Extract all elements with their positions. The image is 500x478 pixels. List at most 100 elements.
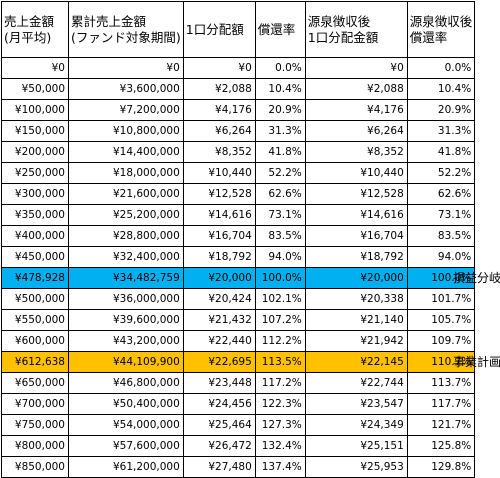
- table-row: ¥850,000 ¥61,200,000 ¥27,480 137.4% ¥25,953 1…: [1, 456, 476, 478]
- header-row: 売上金額 (月平均) 累計売上金額 (ファンド対象期間) 1口分配額 償還率 源泉徴収後 1口…: [1, 1, 476, 58]
- table-row: ¥650,000 ¥46,800,000 ¥23,448 117.2% ¥22,744 1…: [1, 372, 476, 394]
- cell-net-distribution: ¥22,744: [304, 372, 408, 394]
- cell-net-redemption-rate: 73.1%: [406, 204, 476, 226]
- cell-redemption-rate: 20.9%: [254, 99, 306, 121]
- cell-redemption-rate: 62.6%: [254, 183, 306, 205]
- table-row: ¥750,000 ¥54,000,000 ¥25,464 127.3% ¥24,349 1…: [1, 414, 476, 436]
- cell-redemption-rate: 117.2%: [254, 372, 306, 394]
- table-row: ¥50,000 ¥3,600,000 ¥2,088 10.4% ¥2,088 10.4%: [1, 78, 476, 100]
- cell-monthly-sales: ¥850,000: [1, 456, 69, 478]
- cell-monthly-sales: ¥100,000: [1, 99, 69, 121]
- table-row: ¥550,000 ¥39,600,000 ¥21,432 107.2% ¥21,140 1…: [1, 309, 476, 331]
- cell-redemption-rate: 83.5%: [254, 225, 306, 247]
- cell-distribution-per-unit: ¥12,528: [182, 183, 256, 205]
- table-row: ¥200,000 ¥14,400,000 ¥8,352 41.8% ¥8,352 41.8…: [1, 141, 476, 163]
- cell-monthly-sales: ¥150,000: [1, 120, 69, 142]
- cell-monthly-sales: ¥250,000: [1, 162, 69, 184]
- cell-net-distribution: ¥16,704: [304, 225, 408, 247]
- cell-distribution-per-unit: ¥16,704: [182, 225, 256, 247]
- cell-net-redemption-rate: 113.7%: [406, 372, 476, 394]
- cell-redemption-rate: 94.0%: [254, 246, 306, 268]
- cell-distribution-per-unit: ¥20,000: [182, 267, 256, 289]
- cell-net-distribution: ¥4,176: [304, 99, 408, 121]
- cell-distribution-per-unit: ¥14,616: [182, 204, 256, 226]
- cell-monthly-sales: ¥600,000: [1, 330, 69, 352]
- cell-monthly-sales: ¥650,000: [1, 372, 69, 394]
- distribution-table: 売上金額 (月平均) 累計売上金額 (ファンド対象期間) 1口分配額 償還率 源泉徴収後 1口…: [1, 1, 476, 478]
- cell-net-distribution: ¥20,338: [304, 288, 408, 310]
- cell-redemption-rate: 73.1%: [254, 204, 306, 226]
- cell-net-redemption-rate: 109.7%: [406, 330, 476, 352]
- cell-redemption-rate: 10.4%: [254, 78, 306, 100]
- cell-cumulative-sales: ¥57,600,000: [68, 435, 184, 457]
- cell-net-redemption-rate: 62.6%: [406, 183, 476, 205]
- cell-redemption-rate: 137.4%: [254, 456, 306, 478]
- cell-distribution-per-unit: ¥22,695: [182, 351, 256, 373]
- table-row: ¥150,000 ¥10,800,000 ¥6,264 31.3% ¥6,264 31.3…: [1, 120, 476, 142]
- table-row: ¥478,928 ¥34,482,759 ¥20,000 100.0% ¥20,000 1…: [1, 267, 476, 289]
- cell-net-distribution: ¥20,000: [304, 267, 408, 289]
- cell-net-distribution: ¥25,151: [304, 435, 408, 457]
- cell-net-redemption-rate: 94.0%: [406, 246, 476, 268]
- cell-monthly-sales: ¥450,000: [1, 246, 69, 268]
- cell-net-redemption-rate: 83.5%: [406, 225, 476, 247]
- cell-cumulative-sales: ¥61,200,000: [68, 456, 184, 478]
- cell-cumulative-sales: ¥14,400,000: [68, 141, 184, 163]
- cell-net-distribution: ¥12,528: [304, 183, 408, 205]
- cell-distribution-per-unit: ¥10,440: [182, 162, 256, 184]
- cell-net-distribution: ¥21,140: [304, 309, 408, 331]
- cell-cumulative-sales: ¥50,400,000: [68, 393, 184, 415]
- cell-cumulative-sales: ¥43,200,000: [68, 330, 184, 352]
- cell-cumulative-sales: ¥3,600,000: [68, 78, 184, 100]
- cell-cumulative-sales: ¥34,482,759: [68, 267, 184, 289]
- cell-net-distribution: ¥21,942: [304, 330, 408, 352]
- cell-monthly-sales: ¥300,000: [1, 183, 69, 205]
- table-row: ¥400,000 ¥28,800,000 ¥16,704 83.5% ¥16,704 83…: [1, 225, 476, 247]
- cell-net-distribution: ¥8,352: [304, 141, 408, 163]
- cell-cumulative-sales: ¥25,200,000: [68, 204, 184, 226]
- header-distribution-per-unit: 1口分配額: [182, 1, 256, 58]
- header-monthly-sales: 売上金額 (月平均): [1, 1, 69, 58]
- cell-cumulative-sales: ¥36,000,000: [68, 288, 184, 310]
- cell-net-distribution: ¥22,145: [304, 351, 408, 373]
- cell-net-redemption-rate: 125.8%: [406, 435, 476, 457]
- cell-net-redemption-rate: 31.3%: [406, 120, 476, 142]
- cell-distribution-per-unit: ¥25,464: [182, 414, 256, 436]
- cell-distribution-per-unit: ¥22,440: [182, 330, 256, 352]
- cell-distribution-per-unit: ¥23,448: [182, 372, 256, 394]
- break-even-label: 損益分岐: [453, 271, 500, 285]
- cell-net-redemption-rate: 110.7%: [406, 351, 476, 373]
- cell-net-distribution: ¥24,349: [304, 414, 408, 436]
- cell-cumulative-sales: ¥54,000,000: [68, 414, 184, 436]
- cell-redemption-rate: 122.3%: [254, 393, 306, 415]
- cell-redemption-rate: 52.2%: [254, 162, 306, 184]
- cell-cumulative-sales: ¥18,000,000: [68, 162, 184, 184]
- cell-net-redemption-rate: 129.8%: [406, 456, 476, 478]
- cell-cumulative-sales: ¥44,109,900: [68, 351, 184, 373]
- cell-net-redemption-rate: 41.8%: [406, 141, 476, 163]
- cell-cumulative-sales: ¥7,200,000: [68, 99, 184, 121]
- table-row: ¥450,000 ¥32,400,000 ¥18,792 94.0% ¥18,792 94…: [1, 246, 476, 268]
- cell-monthly-sales: ¥550,000: [1, 309, 69, 331]
- header-cumulative-sales: 累計売上金額 (ファンド対象期間): [68, 1, 184, 58]
- cell-net-distribution: ¥6,264: [304, 120, 408, 142]
- cell-cumulative-sales: ¥0: [68, 57, 184, 79]
- table-body: ¥0 ¥0 ¥0 0.0% ¥0 0.0% ¥50,000 ¥3,600,000 ¥2,088 1…: [1, 57, 476, 478]
- cell-net-redemption-rate: 117.7%: [406, 393, 476, 415]
- cell-distribution-per-unit: ¥21,432: [182, 309, 256, 331]
- table-row: ¥250,000 ¥18,000,000 ¥10,440 52.2% ¥10,440 52…: [1, 162, 476, 184]
- cell-net-redemption-rate: 0.0%: [406, 57, 476, 79]
- header-net-distribution: 源泉徴収後 1口分配金額: [304, 1, 408, 58]
- cell-net-distribution: ¥0: [304, 57, 408, 79]
- cell-cumulative-sales: ¥21,600,000: [68, 183, 184, 205]
- cell-distribution-per-unit: ¥0: [182, 57, 256, 79]
- cell-redemption-rate: 100.0%: [254, 267, 306, 289]
- cell-cumulative-sales: ¥32,400,000: [68, 246, 184, 268]
- cell-monthly-sales: ¥500,000: [1, 288, 69, 310]
- cell-net-distribution: ¥25,953: [304, 456, 408, 478]
- cell-distribution-per-unit: ¥18,792: [182, 246, 256, 268]
- cell-redemption-rate: 0.0%: [254, 57, 306, 79]
- cell-redemption-rate: 112.2%: [254, 330, 306, 352]
- cell-redemption-rate: 107.2%: [254, 309, 306, 331]
- cell-distribution-per-unit: ¥24,456: [182, 393, 256, 415]
